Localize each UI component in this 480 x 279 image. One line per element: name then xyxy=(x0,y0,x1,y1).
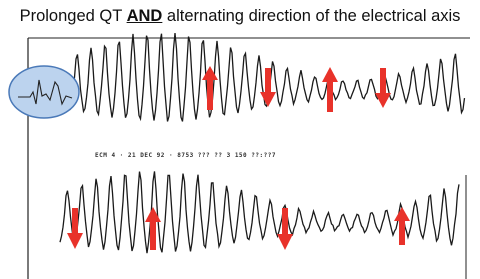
highlight-circle xyxy=(9,66,79,118)
arrow-down xyxy=(67,208,83,249)
strip-annotation: ECM 4 · 21 DEC 92 · 8753 ??? ?? 3 150 ??… xyxy=(95,152,276,159)
arrow-up xyxy=(202,66,218,110)
arrow-up xyxy=(322,67,338,112)
slide: Prolonged QT AND alternating direction o… xyxy=(0,0,480,279)
ecg-tracing: ECM 4 · 21 DEC 92 · 8753 ??? ?? 3 150 ??… xyxy=(0,0,480,279)
